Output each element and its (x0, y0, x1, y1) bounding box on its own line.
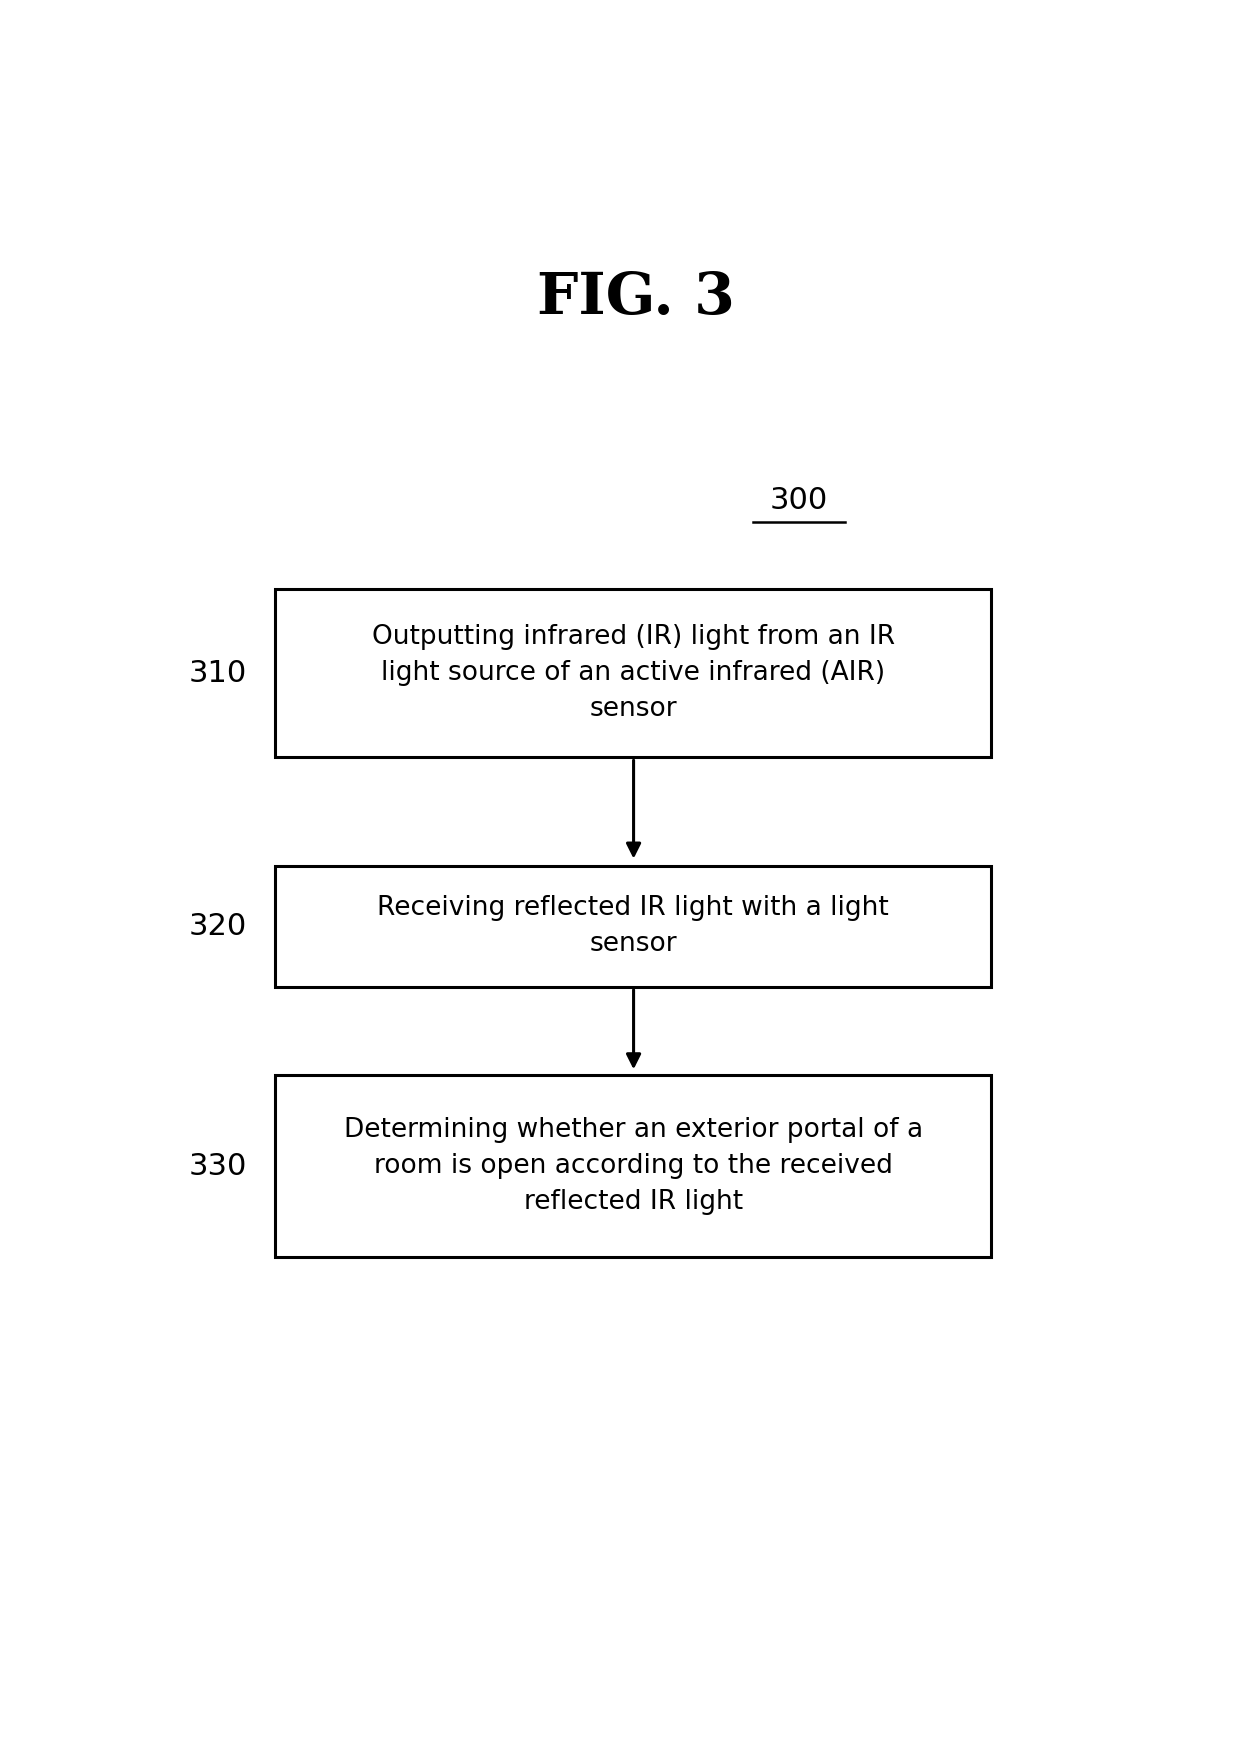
Text: Determining whether an exterior portal of a
room is open according to the receiv: Determining whether an exterior portal o… (343, 1117, 923, 1216)
Text: Outputting infrared (IR) light from an IR
light source of an active infrared (AI: Outputting infrared (IR) light from an I… (372, 624, 895, 723)
Bar (275, 589, 991, 758)
Text: 330: 330 (188, 1152, 247, 1180)
Text: FIG. 3: FIG. 3 (537, 270, 734, 326)
Text: Receiving reflected IR light with a light
sensor: Receiving reflected IR light with a ligh… (377, 895, 889, 958)
Text: 300: 300 (770, 486, 828, 516)
Text: 310: 310 (188, 658, 247, 688)
Text: 320: 320 (188, 912, 247, 940)
Bar (275, 865, 991, 988)
Bar (275, 1075, 991, 1258)
